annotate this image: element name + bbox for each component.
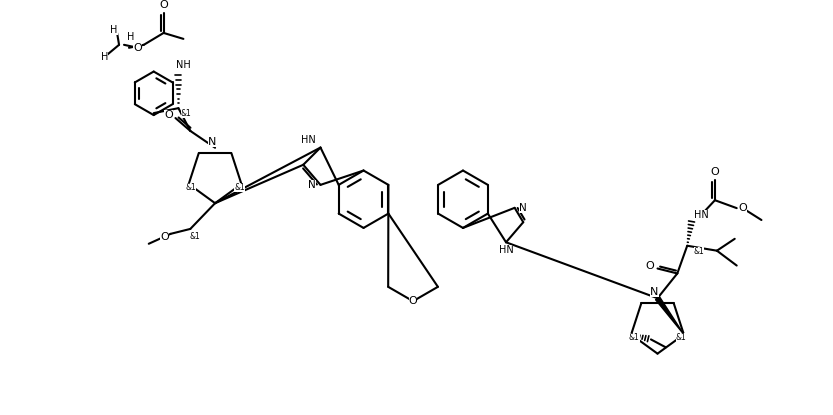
Text: &1: &1 (190, 232, 201, 242)
Text: H: H (111, 25, 117, 35)
Text: O: O (160, 232, 169, 242)
Text: &1: &1 (694, 247, 705, 256)
Text: HN: HN (301, 134, 316, 145)
Text: O: O (164, 110, 173, 120)
Text: N: N (519, 203, 526, 213)
Text: N: N (651, 287, 659, 297)
Text: O: O (133, 43, 142, 53)
Text: O: O (159, 0, 168, 10)
Text: &1: &1 (234, 183, 245, 191)
Polygon shape (656, 297, 684, 334)
Text: N: N (307, 180, 316, 190)
Text: H: H (127, 32, 135, 42)
Text: HN: HN (694, 210, 708, 220)
Text: NH: NH (176, 60, 191, 70)
Text: H: H (101, 52, 108, 62)
Text: &1: &1 (676, 333, 686, 342)
Text: O: O (646, 261, 654, 271)
Text: N: N (208, 137, 217, 147)
Text: O: O (711, 168, 720, 178)
Text: &1: &1 (629, 333, 640, 342)
Text: HN: HN (499, 245, 513, 255)
Text: O: O (409, 296, 417, 306)
Text: &1: &1 (185, 183, 196, 191)
Text: O: O (738, 203, 747, 213)
Text: &1: &1 (181, 109, 192, 117)
